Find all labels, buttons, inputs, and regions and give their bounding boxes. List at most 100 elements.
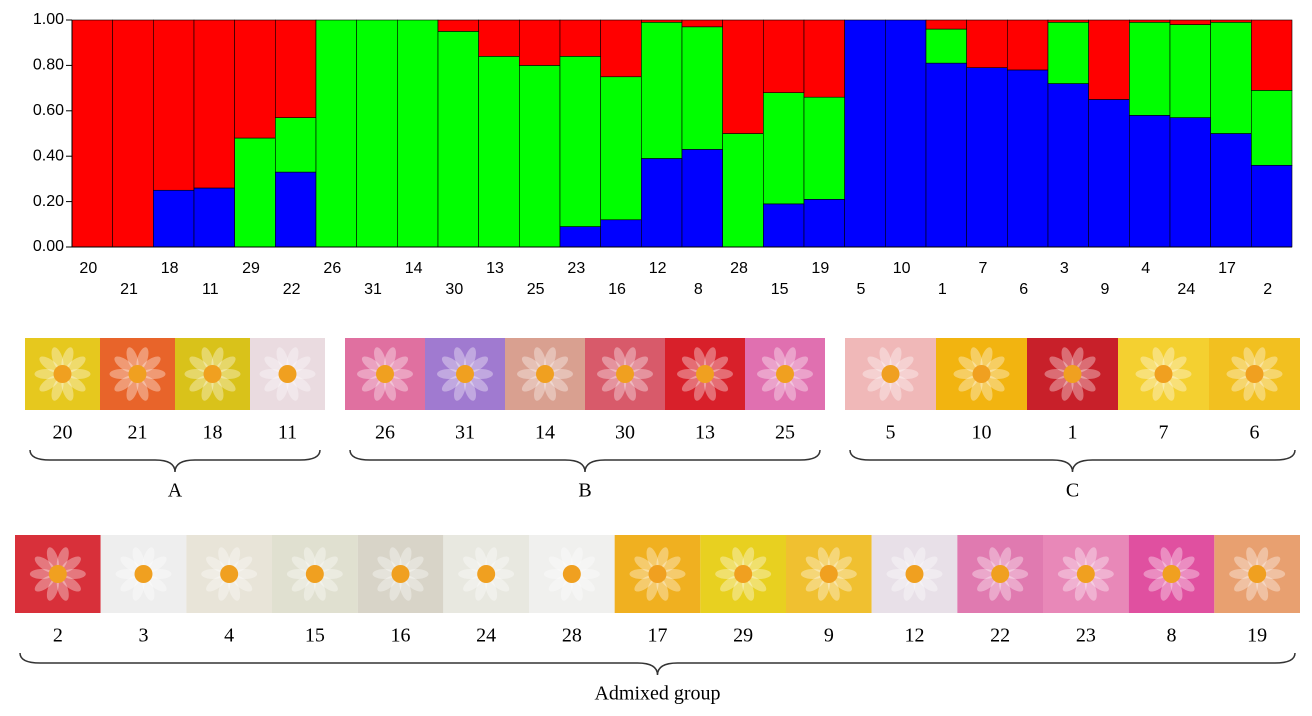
photo-label: 20: [53, 422, 73, 444]
bar-segment: [1007, 20, 1048, 70]
bar-segment: [275, 118, 316, 172]
flower-center: [1163, 565, 1181, 583]
bar-segment: [601, 220, 642, 247]
photo-label: 1: [1068, 422, 1078, 444]
flower-center: [204, 365, 222, 383]
bar-segment: [1048, 84, 1089, 247]
photo-label: 23: [1076, 625, 1096, 647]
flower-center: [882, 365, 900, 383]
bar-segment: [763, 93, 804, 204]
flower-center: [906, 565, 924, 583]
x-tick-label: 20: [79, 260, 97, 277]
photo-label: 29: [733, 625, 753, 647]
photo-label: 21: [128, 422, 148, 444]
y-tick-label: 0.40: [33, 147, 64, 164]
group-name: B: [578, 480, 591, 502]
bar-segment: [357, 20, 398, 247]
bar-segment: [763, 204, 804, 247]
figure: 0.000.200.400.600.801.002021181129222631…: [0, 0, 1312, 716]
bar-segment: [1251, 20, 1292, 90]
x-tick-label: 8: [694, 281, 703, 298]
bar-segment: [804, 20, 845, 97]
bar-segment: [1211, 22, 1252, 133]
bar-segment: [804, 97, 845, 199]
bar-segment: [723, 20, 764, 134]
flower-center: [54, 365, 72, 383]
flower-center: [616, 365, 634, 383]
bar-segment: [1007, 70, 1048, 247]
bar-segment: [438, 20, 479, 31]
bar-segment: [723, 134, 764, 248]
photo-label: 5: [886, 422, 896, 444]
bar-segment: [763, 20, 804, 93]
bar-segment: [275, 172, 316, 247]
flower-center: [477, 565, 495, 583]
group-name: C: [1066, 480, 1079, 502]
photo-label: 7: [1159, 422, 1169, 444]
x-tick-label: 16: [608, 281, 626, 298]
bar-segment: [316, 20, 357, 247]
photo-label: 2: [53, 625, 63, 647]
bar-segment: [804, 199, 845, 247]
bar-segment: [153, 20, 194, 190]
bar-segment: [1129, 115, 1170, 247]
flower-center: [49, 565, 67, 583]
x-tick-label: 30: [445, 281, 463, 298]
bar-segment: [885, 20, 926, 247]
bar-segment: [601, 77, 642, 220]
flower-center: [536, 365, 554, 383]
photo-label: 24: [476, 625, 496, 647]
group-name: A: [168, 480, 183, 502]
bar-segment: [926, 63, 967, 247]
x-tick-label: 31: [364, 281, 382, 298]
bar-segment: [601, 20, 642, 77]
y-tick-label: 0.00: [33, 238, 64, 255]
x-tick-label: 15: [771, 281, 789, 298]
x-tick-label: 21: [120, 281, 138, 298]
photo-label: 15: [305, 625, 325, 647]
y-tick-label: 0.20: [33, 193, 64, 210]
bar-segment: [967, 68, 1008, 247]
photo-label: 30: [615, 422, 635, 444]
bar-segment: [926, 29, 967, 63]
flower-center: [1248, 565, 1266, 583]
photo-label: 18: [203, 422, 223, 444]
bar-segment: [641, 20, 682, 22]
x-tick-label: 22: [283, 281, 301, 298]
x-tick-label: 24: [1177, 281, 1195, 298]
photo-label: 10: [972, 422, 992, 444]
photo-label: 8: [1167, 625, 1177, 647]
bar-segment: [479, 56, 520, 247]
bar-segment: [1048, 22, 1089, 83]
bar-segment: [397, 20, 438, 247]
flower-center: [135, 565, 153, 583]
bar-segment: [926, 20, 967, 29]
bar-segment: [845, 20, 886, 247]
flower-center: [220, 565, 238, 583]
flower-center: [129, 365, 147, 383]
bar-segment: [1129, 20, 1170, 22]
bar-segment: [235, 138, 276, 247]
photo-label: 26: [375, 422, 395, 444]
brace: [20, 653, 1295, 675]
bar-segment: [519, 65, 560, 247]
flower-center: [991, 565, 1009, 583]
photo-label: 4: [224, 625, 234, 647]
bar-segment: [479, 20, 520, 56]
bar-segment: [560, 227, 601, 247]
flower-center: [776, 365, 794, 383]
brace: [30, 450, 320, 472]
flower-center: [279, 365, 297, 383]
bar-segment: [560, 20, 601, 56]
x-tick-label: 4: [1141, 260, 1150, 277]
photo-label: 28: [562, 625, 582, 647]
photo-label: 16: [391, 625, 411, 647]
flower-center: [376, 365, 394, 383]
photo-label: 25: [775, 422, 795, 444]
x-tick-label: 2: [1263, 281, 1272, 298]
bar-segment: [1211, 20, 1252, 22]
bar-segment: [72, 20, 113, 247]
bar-segment: [1089, 20, 1130, 99]
group-name: Admixed group: [594, 683, 720, 705]
flower-center: [1246, 365, 1264, 383]
